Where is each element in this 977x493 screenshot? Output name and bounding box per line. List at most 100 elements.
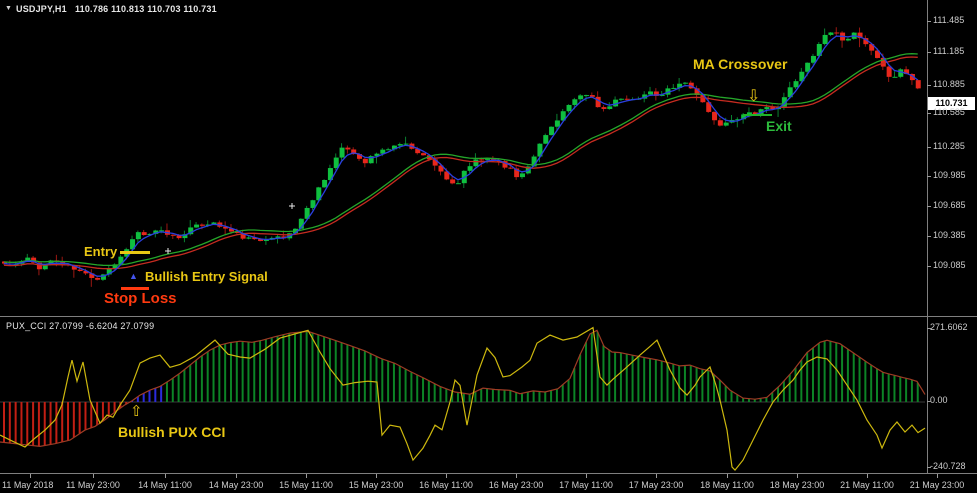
bear-candle — [706, 102, 712, 112]
time-axis-label: 15 May 23:00 — [348, 480, 404, 490]
entry-label[interactable]: Entry — [84, 244, 118, 259]
bull-candle — [304, 207, 310, 219]
bull-candle — [816, 43, 822, 56]
bull-candle — [648, 91, 654, 95]
bear-candle — [89, 273, 95, 278]
up-arrow-icon[interactable]: ⇧ — [130, 403, 143, 420]
axis-tick — [927, 328, 931, 329]
exit-price-line[interactable] — [743, 114, 772, 116]
entry-price-line[interactable] — [120, 251, 150, 254]
bear-candle — [863, 38, 869, 45]
bear-candle — [83, 270, 89, 274]
bullish-entry-signal-label[interactable]: Bullish Entry Signal — [145, 269, 268, 284]
buy-marker-icon[interactable]: ▲ — [129, 271, 138, 281]
bear-candle — [595, 96, 601, 108]
bull-candle — [48, 260, 54, 265]
axis-tick — [927, 52, 931, 53]
bull-candle — [135, 232, 141, 240]
bear-candle — [834, 32, 840, 34]
bear-candle — [421, 153, 427, 156]
bull-candle — [531, 156, 537, 167]
down-arrow-icon[interactable]: ⇩ — [747, 88, 761, 105]
exit-label[interactable]: Exit — [766, 118, 792, 134]
bull-candle — [182, 234, 188, 239]
bull-candle — [159, 230, 165, 232]
bull-candle — [584, 95, 589, 97]
bear-candle — [589, 95, 595, 97]
bull-candle — [845, 38, 851, 41]
panel-splitter[interactable] — [0, 316, 977, 317]
axis-tick — [727, 474, 728, 478]
bear-candle — [438, 165, 444, 172]
bull-candle — [380, 149, 386, 154]
bull-candle — [246, 237, 252, 239]
price-axis-label: 110.885 — [933, 79, 965, 89]
bull-candle — [560, 111, 566, 121]
axis-tick — [927, 113, 931, 114]
bull-candle — [898, 69, 904, 77]
stop-loss-label[interactable]: Stop Loss — [104, 290, 177, 307]
symbol-label: USDJPY,H1 — [16, 4, 67, 14]
bear-candle — [752, 112, 758, 115]
bear-candle — [71, 265, 77, 270]
bear-candle — [653, 91, 659, 96]
indicator-axis-label: 0.00 — [930, 395, 948, 405]
axis-tick — [586, 474, 587, 478]
bull-candle — [106, 269, 112, 275]
bull-candle — [822, 34, 828, 44]
indicator-panel-canvas[interactable] — [0, 317, 927, 473]
ohlc-readout: 110.786 110.813 110.703 110.731 — [74, 4, 217, 14]
time-axis-label: 15 May 11:00 — [279, 480, 333, 490]
doji-mark — [289, 203, 295, 209]
ma-crossover-label[interactable]: MA Crossover — [693, 56, 788, 72]
bear-candle — [508, 167, 514, 169]
bull-candle — [368, 156, 374, 164]
bull-candle — [746, 112, 752, 115]
bull-candle — [211, 222, 217, 225]
slow-ma-upper-line — [3, 53, 918, 267]
doji-mark — [165, 248, 171, 254]
bull-candle — [613, 99, 619, 107]
axis-tick — [236, 474, 237, 478]
time-axis-label: 17 May 11:00 — [559, 480, 613, 490]
time-axis-label: 14 May 23:00 — [208, 480, 264, 490]
bull-candle — [153, 230, 159, 234]
bear-candle — [875, 50, 880, 58]
bear-candle — [141, 232, 147, 236]
bull-candle — [403, 143, 409, 145]
bear-candle — [694, 88, 700, 96]
bull-candle — [659, 94, 665, 96]
bull-candle — [566, 104, 572, 112]
axis-tick — [376, 474, 377, 478]
bear-candle — [95, 277, 101, 280]
time-axis-label: 18 May 23:00 — [769, 480, 825, 490]
bear-candle — [700, 95, 706, 103]
bull-candle — [787, 87, 793, 98]
bull-candle — [374, 153, 380, 157]
time-axis-label: 14 May 11:00 — [138, 480, 192, 490]
bullish-pux-cci-label[interactable]: Bullish PUX CCI — [118, 424, 226, 440]
price-panel-canvas[interactable] — [0, 0, 927, 316]
bear-candle — [234, 231, 240, 233]
bear-candle — [176, 235, 182, 239]
time-axis-label: 21 May 23:00 — [909, 480, 965, 490]
bull-candle — [793, 81, 799, 88]
axis-tick — [927, 266, 931, 267]
bear-candle — [252, 237, 258, 240]
bear-candle — [357, 154, 363, 159]
chart-dropdown-icon[interactable]: ▼ — [5, 5, 12, 12]
bull-candle — [618, 98, 624, 100]
stop-loss-line[interactable] — [121, 287, 149, 290]
bull-candle — [42, 264, 48, 270]
bear-candle — [857, 32, 863, 39]
price-axis-label: 111.485 — [933, 15, 965, 25]
bear-candle — [240, 232, 246, 239]
bear-candle — [362, 158, 368, 164]
bull-candle — [485, 159, 491, 161]
axis-tick — [165, 474, 166, 478]
bull-candle — [473, 159, 479, 167]
fast-ma-line — [3, 35, 919, 277]
bull-candle — [682, 82, 688, 84]
bull-candle — [537, 143, 543, 157]
